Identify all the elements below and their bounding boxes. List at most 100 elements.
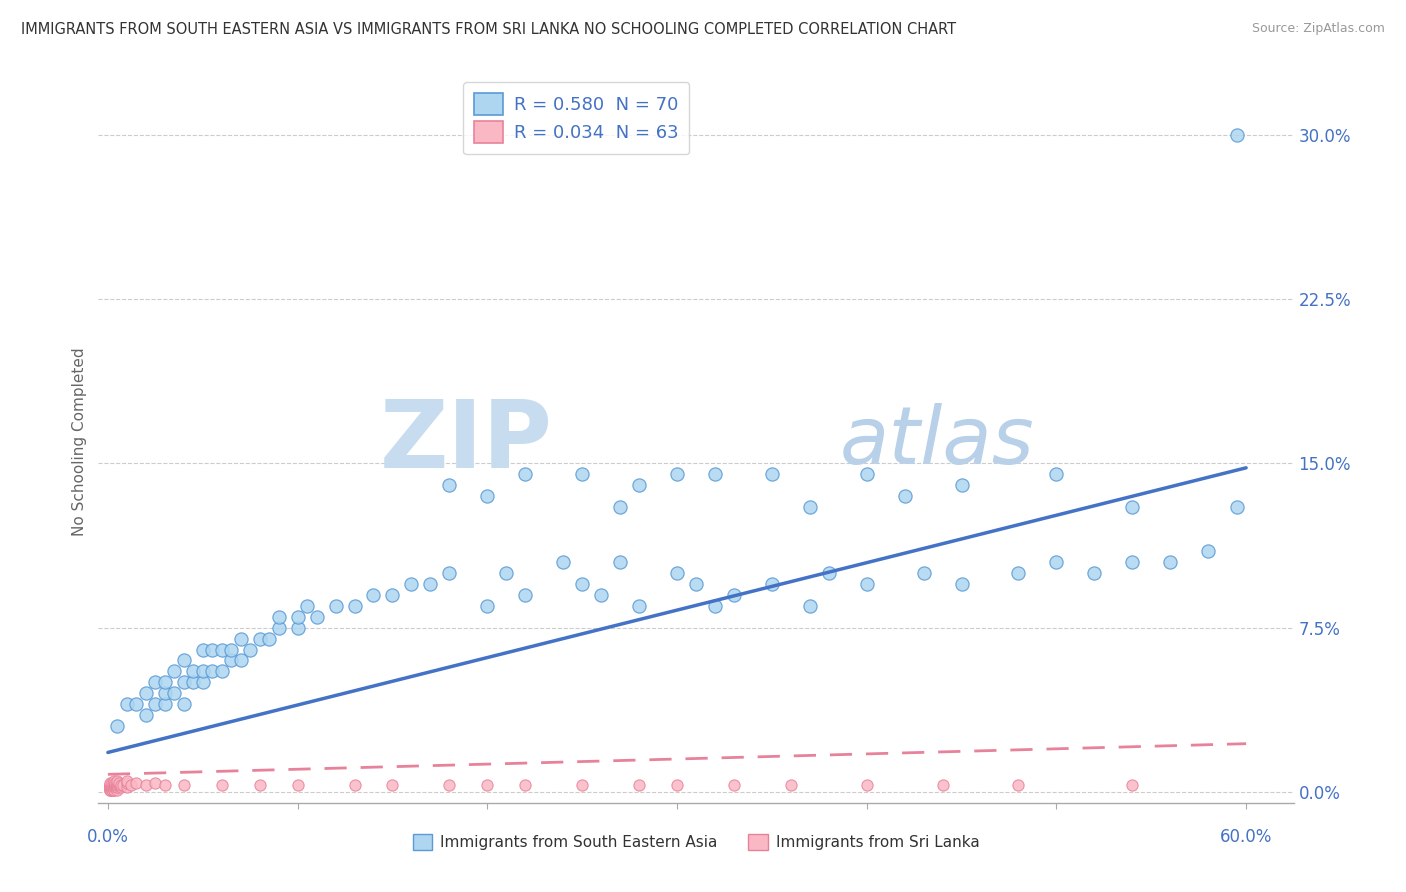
Point: [325, 599, 347, 613]
Point: [105, 780, 128, 795]
Point: [105, 773, 128, 788]
Point: [515, 588, 537, 602]
Point: [287, 778, 309, 792]
Point: [143, 675, 166, 690]
Text: 0.0%: 0.0%: [87, 828, 129, 847]
Point: [515, 467, 537, 482]
Point: [295, 599, 318, 613]
Point: [591, 588, 613, 602]
Point: [108, 776, 131, 790]
Point: [104, 776, 127, 790]
Point: [249, 778, 271, 792]
Point: [855, 778, 877, 792]
Point: [779, 778, 801, 792]
Point: [1083, 566, 1105, 580]
Point: [201, 642, 224, 657]
Point: [103, 782, 125, 797]
Point: [1121, 778, 1143, 792]
Point: [477, 489, 499, 503]
Point: [571, 778, 593, 792]
Point: [173, 778, 195, 792]
Point: [401, 577, 423, 591]
Point: [153, 778, 176, 792]
Point: [609, 555, 631, 569]
Point: [98, 782, 121, 797]
Point: [381, 778, 404, 792]
Point: [1121, 555, 1143, 569]
Point: [287, 621, 309, 635]
Point: [120, 778, 142, 792]
Point: [931, 778, 953, 792]
Point: [100, 780, 122, 795]
Point: [477, 599, 499, 613]
Point: [115, 780, 138, 795]
Text: ZIP: ZIP: [380, 395, 553, 488]
Point: [439, 478, 461, 492]
Point: [419, 577, 441, 591]
Point: [1226, 128, 1249, 142]
Point: [103, 782, 125, 797]
Point: [628, 599, 651, 613]
Point: [219, 653, 242, 667]
Point: [950, 478, 973, 492]
Point: [112, 778, 135, 792]
Point: [666, 566, 689, 580]
Point: [211, 642, 233, 657]
Point: [125, 698, 148, 712]
Point: [239, 642, 262, 657]
Point: [1045, 467, 1067, 482]
Point: [110, 780, 132, 795]
Text: IMMIGRANTS FROM SOUTH EASTERN ASIA VS IMMIGRANTS FROM SRI LANKA NO SCHOOLING COM: IMMIGRANTS FROM SOUTH EASTERN ASIA VS IM…: [21, 22, 956, 37]
Point: [666, 467, 689, 482]
Point: [98, 782, 121, 797]
Text: 60.0%: 60.0%: [1220, 828, 1272, 847]
Point: [609, 500, 631, 515]
Point: [1007, 566, 1029, 580]
Point: [343, 599, 366, 613]
Point: [98, 778, 121, 792]
Point: [103, 776, 125, 790]
Point: [817, 566, 839, 580]
Point: [495, 566, 517, 580]
Point: [211, 665, 233, 679]
Point: [104, 780, 127, 795]
Point: [571, 577, 593, 591]
Point: [143, 776, 166, 790]
Point: [723, 778, 745, 792]
Point: [98, 780, 121, 795]
Point: [723, 588, 745, 602]
Point: [219, 642, 242, 657]
Point: [191, 665, 214, 679]
Point: [98, 778, 121, 792]
Point: [685, 577, 707, 591]
Point: [173, 698, 195, 712]
Point: [98, 778, 121, 792]
Point: [181, 675, 204, 690]
Point: [153, 698, 176, 712]
Point: [211, 778, 233, 792]
Point: [105, 778, 128, 792]
Point: [553, 555, 575, 569]
Legend: Immigrants from South Eastern Asia, Immigrants from Sri Lanka: Immigrants from South Eastern Asia, Immi…: [406, 828, 986, 856]
Point: [105, 780, 128, 795]
Point: [201, 665, 224, 679]
Point: [571, 467, 593, 482]
Point: [229, 653, 252, 667]
Point: [173, 675, 195, 690]
Point: [100, 782, 122, 797]
Point: [173, 653, 195, 667]
Point: [153, 686, 176, 700]
Point: [125, 776, 148, 790]
Text: atlas: atlas: [839, 402, 1035, 481]
Point: [703, 599, 725, 613]
Point: [287, 609, 309, 624]
Point: [912, 566, 935, 580]
Point: [267, 609, 290, 624]
Point: [115, 773, 138, 788]
Point: [191, 675, 214, 690]
Point: [153, 675, 176, 690]
Point: [143, 698, 166, 712]
Point: [1007, 778, 1029, 792]
Point: [1159, 555, 1181, 569]
Point: [110, 778, 132, 792]
